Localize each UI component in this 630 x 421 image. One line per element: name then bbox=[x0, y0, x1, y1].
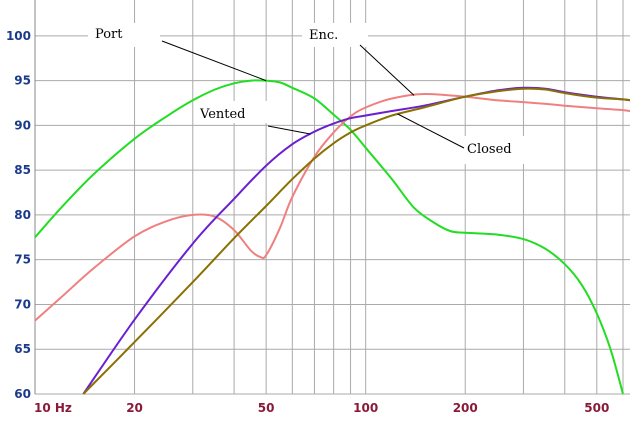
port-label: Port bbox=[95, 27, 123, 42]
y-tick-label: 85 bbox=[14, 163, 31, 177]
vented-leader-line bbox=[267, 125, 311, 135]
x-tick-label: 200 bbox=[453, 401, 478, 415]
enc-label-box bbox=[302, 23, 368, 47]
y-tick-label: 60 bbox=[14, 387, 31, 401]
vented-label: Vented bbox=[199, 107, 246, 122]
y-tick-label: 90 bbox=[14, 118, 31, 132]
annotations: Port Enc. Vented Closed bbox=[88, 23, 554, 164]
closed-annotation: Closed bbox=[397, 113, 554, 164]
y-tick-label: 100 bbox=[6, 29, 31, 43]
enc-annotation: Enc. bbox=[302, 23, 415, 96]
vented-series-line bbox=[82, 86, 630, 395]
y-tick-label: 70 bbox=[14, 297, 31, 311]
enc-label: Enc. bbox=[309, 28, 338, 43]
y-tick-label: 65 bbox=[14, 342, 31, 356]
x-tick-label: 100 bbox=[353, 401, 378, 415]
x-tick-label: 10 Hz bbox=[34, 401, 72, 415]
vented-label-box bbox=[194, 101, 270, 123]
x-tick-label: 50 bbox=[258, 401, 275, 415]
closed-label-box bbox=[462, 136, 554, 164]
x-tick-label: 20 bbox=[126, 401, 143, 415]
y-tick-label: 75 bbox=[14, 253, 31, 267]
grid bbox=[34, 0, 630, 395]
series-lines bbox=[34, 79, 630, 395]
port-series-line bbox=[34, 79, 624, 395]
vented-annotation: Vented bbox=[194, 101, 311, 135]
tick-labels: 60 65 70 75 80 85 90 95 100 10 Hz 20 50 100 200 500 bbox=[6, 29, 609, 415]
port-annotation: Port bbox=[88, 23, 267, 82]
y-tick-label: 80 bbox=[14, 208, 31, 222]
x-tick-label: 500 bbox=[584, 401, 609, 415]
port-label-box bbox=[88, 23, 160, 47]
y-tick-label: 95 bbox=[14, 74, 31, 88]
closed-series-line bbox=[82, 87, 630, 395]
port-leader-line bbox=[161, 40, 267, 82]
enclosure-series-line bbox=[34, 92, 630, 322]
enc-leader-line bbox=[359, 44, 415, 96]
closed-leader-line bbox=[397, 113, 465, 149]
closed-label: Closed bbox=[467, 142, 512, 157]
